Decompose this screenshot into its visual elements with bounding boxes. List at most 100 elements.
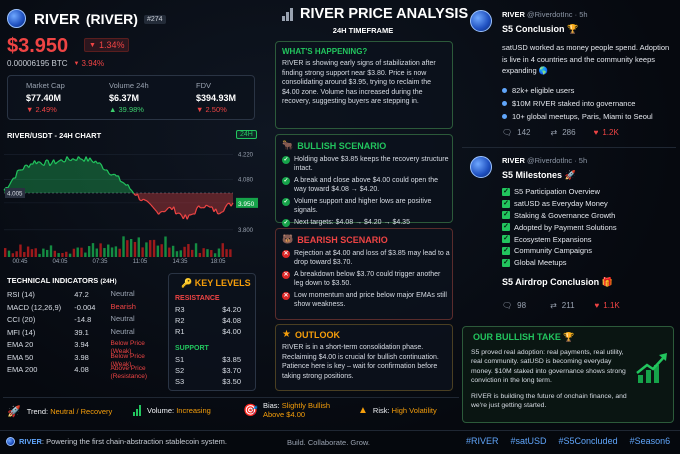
tweet-card-2[interactable]: RIVER @Riverdotlnc · 5h S5 Milestones 🚀 … <box>462 150 676 320</box>
price-line-segment <box>206 204 209 207</box>
price-line-segment <box>11 177 15 182</box>
tweet-list-item: 82k+ eligible users <box>502 84 674 97</box>
volume-bar <box>7 250 11 257</box>
hashtag-link[interactable]: #Season6 <box>629 436 671 446</box>
hashtag-link[interactable]: #S5Concluded <box>558 436 618 446</box>
price-line-segment <box>55 161 58 165</box>
indicator-name: RSI (14) <box>7 290 35 299</box>
down-arrow-icon: ▼ <box>89 41 96 49</box>
milestone-item: ✓ Community Campaigns <box>502 246 592 256</box>
heart-icon[interactable]: ♥ <box>593 128 599 137</box>
indicator-name: EMA 20 <box>7 340 34 349</box>
scenario-text: A break and close above $4.00 could open… <box>294 177 438 193</box>
blue-dot-icon <box>502 101 507 106</box>
price-line-segment <box>143 198 146 201</box>
stat-value: $77.40M <box>26 93 62 103</box>
avatar[interactable] <box>470 10 492 32</box>
indicator-value: 4.08 <box>74 365 89 374</box>
volume-bar <box>110 247 114 257</box>
scenario-item: ✓ A break and close above $4.00 could ope… <box>282 176 450 194</box>
price-line-segment <box>186 214 190 220</box>
indicator-signal: Neutral <box>110 326 135 336</box>
price-line-segment <box>146 200 150 204</box>
hashtag-link[interactable]: #satUSD <box>510 436 547 446</box>
price-line-segment <box>60 159 64 163</box>
level-row: R2 $4.08 <box>175 316 249 327</box>
price-line-segment <box>173 206 177 215</box>
volume-bar <box>152 239 156 257</box>
happening-text: RIVER is showing early signs of stabiliz… <box>282 60 436 106</box>
price-line-segment <box>137 193 141 200</box>
reply-icon[interactable]: 🗨 <box>502 301 513 310</box>
tweet-card-1[interactable]: RIVER @RiverdotInc · 5h S5 Conclusion 🏆 … <box>462 4 676 146</box>
hashtag-link[interactable]: #RIVER <box>466 436 499 446</box>
x-tick-label: 00:45 <box>12 259 28 265</box>
rank-badge: #274 <box>143 14 166 24</box>
ref-marker-label: 4.005 <box>7 191 23 198</box>
volume-bar <box>68 253 72 257</box>
price-line-segment <box>114 173 118 177</box>
price-line-segment <box>224 203 228 208</box>
volume-bar <box>76 247 79 257</box>
scenario-item: ✓ Next targets: $4.08 → $4.20 → $4.35 <box>282 218 450 227</box>
price-line-segment <box>184 214 188 220</box>
indicator-row: MACD (12,26,9) -0.004 Bearish <box>7 302 165 316</box>
price-line-segment <box>154 209 158 212</box>
scenario-text: Low momentum and price below major EMAs … <box>294 292 447 308</box>
outlook-panel: ★ OUTLOOK RIVER is in a short-term conso… <box>275 324 453 391</box>
indicator-signal: Above Price (Resistance) <box>110 365 148 380</box>
level-row: S3 $3.50 <box>175 377 249 388</box>
scenario-item: ✓ Holding above $3.85 keeps the recovery … <box>282 155 450 173</box>
y-tick-label: 3.800 <box>238 228 254 234</box>
level-row: R3 $4.20 <box>175 305 249 316</box>
airdrop-title: S5 Airdrop Conclusion 🎁 <box>502 277 613 287</box>
indicator-value: -14.8 <box>74 315 92 324</box>
volume-bar <box>91 243 95 257</box>
x-icon: ✕ <box>282 292 290 300</box>
volume-bar <box>164 236 167 257</box>
level-key: R3 <box>175 305 185 314</box>
footer: RIVER: Powering the first chain-abstract… <box>0 430 680 454</box>
volume-bar <box>175 251 179 257</box>
price-line-segment <box>39 161 43 165</box>
x-icon: ✕ <box>282 250 290 258</box>
volume-bar <box>225 249 228 257</box>
price-line-segment <box>160 210 163 213</box>
price-line-segment <box>179 212 182 216</box>
retweet-icon[interactable]: ⇄ <box>550 301 557 310</box>
retweet-count: 211 <box>561 301 575 310</box>
indicator-row: EMA 200 4.08 Above Price (Resistance) <box>7 365 165 380</box>
price-line-segment <box>38 161 41 163</box>
resistance-list: R3 $4.20 R2 $4.08 R1 $4.00 <box>175 305 249 338</box>
bullish-header: 🐂 BULLISH SCENARIO <box>282 140 387 151</box>
volume-bar <box>53 250 57 257</box>
tweet-author: RIVER @Riverdotlnc · 5h <box>502 156 588 165</box>
indicator-signal: Below Price (Weak) <box>110 340 145 355</box>
price-line-segment <box>222 206 226 212</box>
volume-bar <box>30 249 34 257</box>
coin-ticker: (RIVER) <box>85 11 138 27</box>
retweet-icon[interactable]: ⇄ <box>550 128 558 137</box>
price-line-segment <box>117 175 121 182</box>
volume-bar <box>137 237 140 257</box>
price-line-segment <box>190 213 194 216</box>
price-line-segment <box>98 162 102 166</box>
milestone-item: ✓ S5 Participation Overview <box>502 187 600 197</box>
support-label: SUPPORT <box>175 345 209 352</box>
price-line-segment <box>91 160 95 164</box>
price-line-segment <box>194 208 198 215</box>
indicator-signal: Neutral <box>110 289 135 298</box>
technical-indicators: TECHNICAL INDICATORS (24H) RSI (14) 47.2 N… <box>7 276 165 380</box>
scenario-text: Holding above $3.85 keeps the recovery s… <box>294 156 449 172</box>
scenario-item: ✕ Rejection at $4.00 and loss of $3.85 ma… <box>282 249 450 267</box>
avatar[interactable] <box>470 156 492 178</box>
level-value: $4.08 <box>222 316 241 325</box>
price-line-segment <box>28 163 32 168</box>
divider <box>462 147 676 148</box>
reply-icon[interactable]: 🗨 <box>502 128 513 137</box>
indicator-row: EMA 20 3.94 Below Price (Weak) <box>7 340 165 355</box>
timeframe-badge[interactable]: 24H <box>236 130 257 139</box>
heart-icon[interactable]: ♥ <box>594 301 600 310</box>
price-line-segment <box>152 206 156 210</box>
tweet-title: S5 Conclusion 🏆 <box>502 24 579 34</box>
